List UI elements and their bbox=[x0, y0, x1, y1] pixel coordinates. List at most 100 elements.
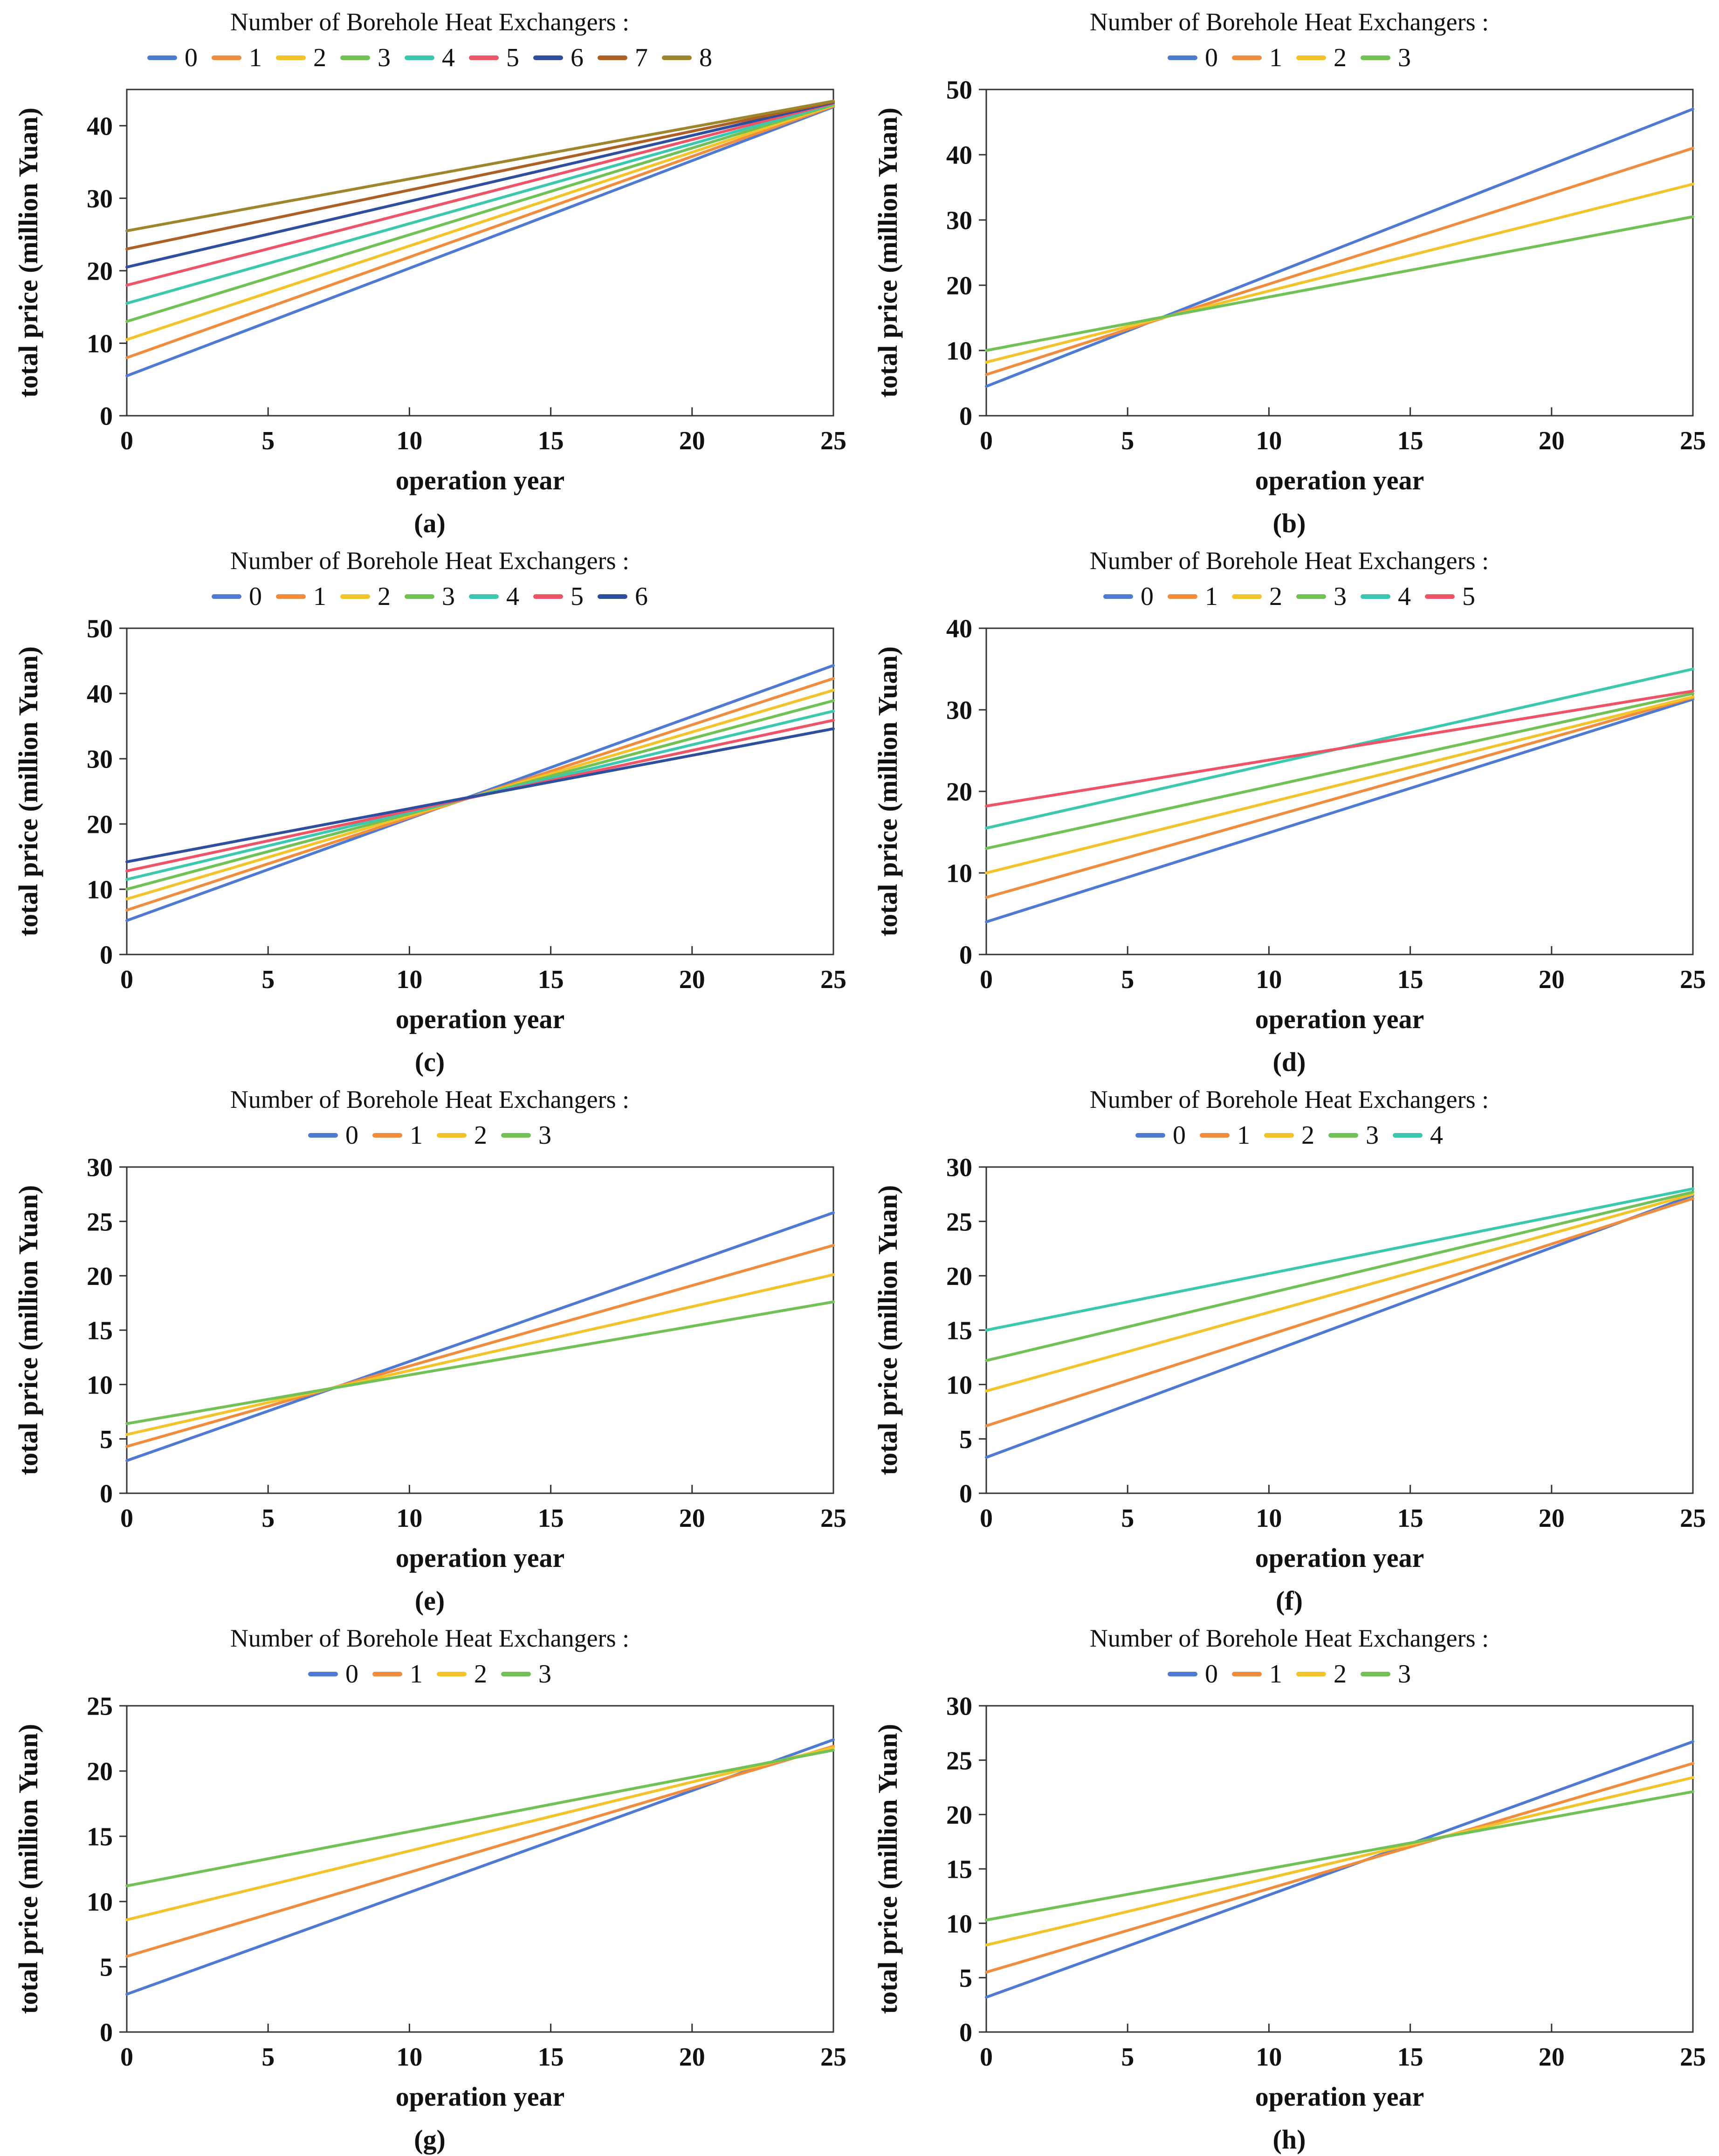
legend-item-5: 5 bbox=[533, 582, 584, 611]
legend-item-3: 3 bbox=[1361, 43, 1411, 73]
chart-title: Number of Borehole Heat Exchangers : bbox=[1089, 8, 1489, 36]
series-line-2 bbox=[125, 1273, 835, 1436]
legend-label: 5 bbox=[571, 582, 584, 611]
x-tick-label: 10 bbox=[396, 965, 422, 994]
legend-swatch bbox=[1168, 1671, 1197, 1676]
legend-item-3: 3 bbox=[1296, 582, 1347, 611]
chart-panel-c: Number of Borehole Heat Exchangers : 0 1 2… bbox=[0, 539, 860, 1078]
legend-swatch bbox=[1232, 1671, 1262, 1676]
chart-panel-d: Number of Borehole Heat Exchangers : 0 1 2… bbox=[860, 539, 1719, 1078]
legend-item-0: 0 bbox=[147, 43, 198, 73]
chart-canvas: 0 10 20 30 40 0 5 10 15 20 25 total price (million … bbox=[873, 614, 1706, 1034]
legend-label: 4 bbox=[1398, 582, 1411, 611]
series-line-0 bbox=[985, 107, 1694, 388]
x-tick-label: 20 bbox=[679, 2043, 705, 2072]
y-tick-label: 50 bbox=[87, 614, 113, 643]
legend-item-0: 0 bbox=[1103, 582, 1154, 611]
legend-swatch bbox=[1168, 594, 1197, 599]
legend-swatch bbox=[1361, 55, 1390, 60]
x-tick-label: 10 bbox=[1256, 1504, 1282, 1533]
chart-title: Number of Borehole Heat Exchangers : bbox=[1089, 1624, 1489, 1652]
legend-item-8: 8 bbox=[662, 43, 712, 73]
legend-label: 6 bbox=[571, 43, 584, 72]
series-line-1 bbox=[125, 1744, 835, 1958]
chart-canvas: 0 10 20 30 40 0 5 10 15 20 25 total price (million … bbox=[13, 89, 846, 495]
legend-item-1: 1 bbox=[1232, 43, 1282, 73]
series-line-2 bbox=[985, 1776, 1694, 1946]
legend-swatch bbox=[501, 1671, 531, 1676]
series-line-0 bbox=[125, 1211, 835, 1462]
legend-label: 6 bbox=[635, 582, 648, 611]
x-axis-label: operation year bbox=[396, 1543, 564, 1573]
chart-panel-h: Number of Borehole Heat Exchangers : 0 1 2… bbox=[860, 1616, 1719, 2155]
legend-swatch bbox=[1296, 594, 1326, 599]
legend-item-2: 2 bbox=[1264, 1120, 1314, 1150]
x-tick-label: 0 bbox=[120, 1504, 133, 1533]
legend-label: 2 bbox=[474, 1120, 487, 1150]
legend-swatch bbox=[340, 594, 370, 599]
legend-item-5: 5 bbox=[1425, 582, 1475, 611]
y-tick-label: 10 bbox=[946, 1909, 972, 1938]
legend-label: 1 bbox=[410, 1659, 423, 1689]
legend-item-3: 3 bbox=[405, 582, 455, 611]
legend-label: 1 bbox=[249, 43, 262, 72]
legend-label: 3 bbox=[442, 582, 455, 611]
chart-legend: 0 1 2 3 bbox=[308, 1657, 551, 1691]
x-axis-label: operation year bbox=[1255, 1004, 1424, 1034]
legend-label: 2 bbox=[378, 582, 391, 611]
legend-swatch bbox=[340, 55, 370, 60]
series-line-0 bbox=[985, 697, 1694, 923]
x-tick-label: 20 bbox=[1539, 426, 1565, 455]
series-line-2 bbox=[985, 1192, 1694, 1393]
legend-label: 3 bbox=[538, 1120, 551, 1150]
y-tick-label: 25 bbox=[946, 1208, 972, 1236]
legend-item-4: 4 bbox=[1393, 1120, 1443, 1150]
legend-swatch bbox=[405, 594, 434, 599]
legend-item-2: 2 bbox=[437, 1120, 487, 1150]
chart-title: Number of Borehole Heat Exchangers : bbox=[230, 547, 630, 575]
chart-title: Number of Borehole Heat Exchangers : bbox=[230, 8, 630, 36]
legend-swatch bbox=[405, 55, 434, 60]
legend-swatch bbox=[1425, 594, 1455, 599]
legend-swatch bbox=[1103, 594, 1133, 599]
series-line-3 bbox=[985, 1190, 1694, 1362]
legend-swatch bbox=[501, 1133, 531, 1138]
x-tick-label: 25 bbox=[1680, 426, 1706, 455]
x-axis-label: operation year bbox=[1255, 2081, 1424, 2112]
y-axis-label: total price (million Yuan) bbox=[873, 1723, 903, 2013]
x-tick-label: 10 bbox=[1256, 426, 1282, 455]
y-tick-label: 20 bbox=[946, 1800, 972, 1829]
legend-item-0: 0 bbox=[1168, 43, 1218, 73]
legend-label: 3 bbox=[1366, 1120, 1379, 1150]
series-line-3 bbox=[125, 1300, 835, 1425]
legend-swatch bbox=[662, 55, 692, 60]
series-line-1 bbox=[125, 1243, 835, 1448]
legend-swatch bbox=[212, 594, 241, 599]
y-tick-label: 0 bbox=[959, 941, 972, 969]
x-tick-label: 5 bbox=[261, 2043, 275, 2072]
legend-item-2: 2 bbox=[437, 1659, 487, 1689]
legend-item-2: 2 bbox=[1296, 43, 1347, 73]
chart-canvas: 0 5 10 15 20 25 30 0 5 10 15 20 25 total price (milli… bbox=[873, 1153, 1706, 1572]
y-tick-label: 25 bbox=[87, 1692, 113, 1721]
legend-swatch bbox=[1200, 1133, 1230, 1138]
legend-label: 1 bbox=[1269, 1659, 1282, 1689]
y-tick-label: 40 bbox=[946, 614, 972, 643]
x-tick-label: 20 bbox=[1539, 2043, 1565, 2072]
legend-swatch bbox=[147, 55, 177, 60]
x-tick-label: 5 bbox=[261, 426, 275, 455]
y-tick-label: 25 bbox=[946, 1746, 972, 1775]
legend-swatch bbox=[1361, 1671, 1390, 1676]
x-tick-label: 0 bbox=[120, 965, 133, 994]
y-tick-label: 40 bbox=[946, 141, 972, 170]
x-tick-label: 20 bbox=[679, 1504, 705, 1533]
legend-label: 0 bbox=[1141, 582, 1154, 611]
legend-label: 1 bbox=[1237, 1120, 1250, 1150]
chart-plot: 0 5 10 15 20 25 30 0 5 10 15 20 25 total price (milli… bbox=[870, 1692, 1709, 2123]
chart-legend: 0 1 2 3 bbox=[1168, 41, 1411, 75]
legend-item-0: 0 bbox=[308, 1659, 358, 1689]
chart-panel-f: Number of Borehole Heat Exchangers : 0 1 2… bbox=[860, 1078, 1719, 1616]
y-tick-label: 0 bbox=[959, 1479, 972, 1508]
x-tick-label: 15 bbox=[538, 2043, 564, 2072]
